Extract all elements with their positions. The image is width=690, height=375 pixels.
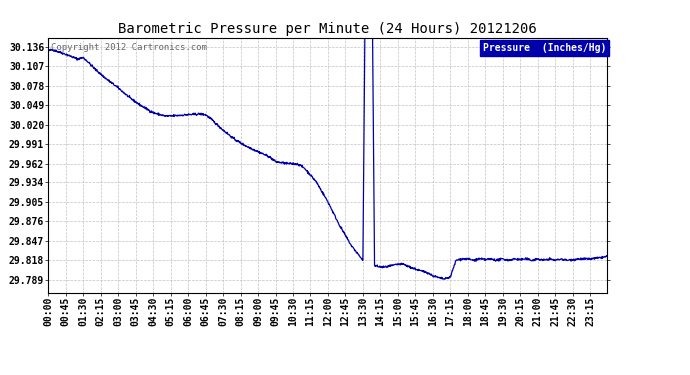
- Text: Copyright 2012 Cartronics.com: Copyright 2012 Cartronics.com: [51, 43, 207, 52]
- Title: Barometric Pressure per Minute (24 Hours) 20121206: Barometric Pressure per Minute (24 Hours…: [119, 22, 537, 36]
- Text: Pressure  (Inches/Hg): Pressure (Inches/Hg): [483, 43, 606, 52]
